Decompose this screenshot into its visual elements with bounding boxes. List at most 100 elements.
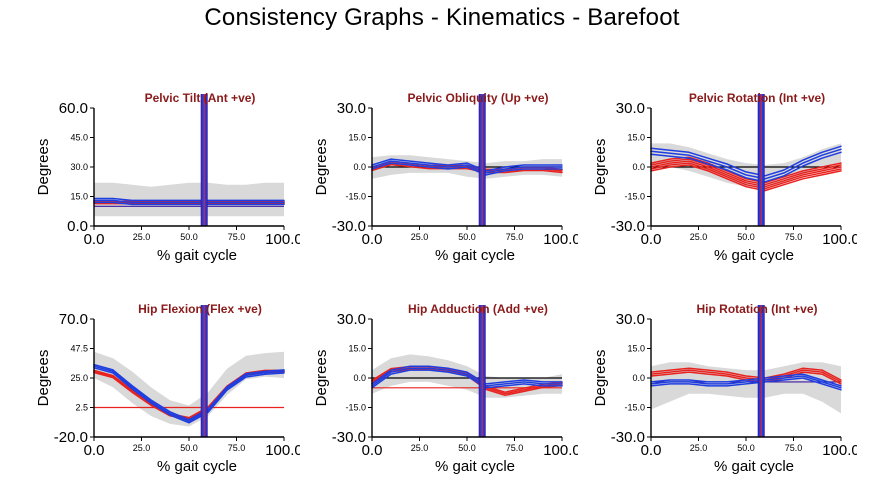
y-axis-label: Degrees — [35, 139, 52, 196]
right-trial-curve — [371, 160, 563, 174]
x-tick-label: 100.0 — [822, 442, 857, 459]
y-tick-label: 30.0 — [70, 162, 88, 172]
x-tick-label: 0.0 — [641, 231, 662, 248]
x-tick-label: 0.0 — [84, 442, 105, 459]
x-tick-label: 0.0 — [362, 442, 383, 459]
right-trial-curve — [650, 373, 842, 387]
pelvic-rotation-chart: 30.015.00.0-15.0-30.00.0 25.0 50.0 75.0 100.… — [592, 91, 860, 264]
x-tick-label: 50.0 — [458, 232, 476, 242]
left-trial-curve — [650, 369, 842, 383]
y-tick-label: -15.0 — [624, 192, 645, 202]
x-axis-label: % gait cycle — [157, 247, 237, 264]
x-tick-label: 25.0 — [133, 232, 151, 242]
y-tick-label: 15.0 — [627, 133, 645, 143]
x-tick-label: 50.0 — [180, 443, 198, 453]
chart-title: Pelvic Tilt (Ant +ve) — [145, 92, 256, 105]
left-trial-curve — [371, 163, 563, 174]
y-tick-label: 30.0 — [337, 311, 366, 328]
y-tick-label: 0.0 — [632, 162, 645, 172]
right-trial-curve — [371, 162, 563, 176]
right-trial-curve — [93, 201, 285, 206]
x-tick-label: 75.0 — [785, 443, 803, 453]
x-tick-label: 75.0 — [506, 232, 524, 242]
x-tick-label: 50.0 — [737, 443, 755, 453]
chart-panel: 60.0 45.0 30.0 15.0 0.0 0.0 25.0 50.0 75.0 100.0%… — [30, 91, 303, 277]
x-tick-label: 50.0 — [458, 443, 476, 453]
normal-band — [651, 362, 841, 414]
y-tick-label: 15.0 — [627, 344, 645, 354]
hip-flexion-chart: 70.0 47.5 25.0 2.5 -20.00.0 25.0 50.0 75.0 100.0… — [35, 302, 303, 475]
y-axis-label: Degrees — [313, 139, 330, 196]
right-trial-curve — [93, 363, 285, 421]
normal-band — [94, 351, 284, 427]
x-tick-label: 0.0 — [84, 231, 105, 248]
chart-panel: 30.0 15.0 0.0 -15.0 -30.0 0.0 25.0 50.0 75.0 100.… — [308, 91, 581, 277]
right-trial-curve — [93, 197, 285, 202]
y-tick-label: 0.0 — [632, 373, 645, 383]
y-axis-label: Degrees — [35, 350, 52, 407]
x-tick-label: 25.0 — [411, 232, 429, 242]
chart-panel: 30.0 15.0 0.0 -15.0 -30.0 0.0 25.0 50.0 75.0 100.… — [587, 302, 860, 488]
y-tick-label: -30.0 — [611, 218, 645, 235]
right-trial-curve — [371, 365, 563, 385]
pelvic-obliquity-chart: 30.015.00.0-15.0-30.00.0 25.0 50.0 75.0 100.… — [313, 91, 581, 264]
chart-panel: 30.0 15.0 0.0 -15.0 -30.0 0.0 25.0 50.0 75.0 100.… — [587, 91, 860, 277]
hip-adduction-chart: 30.015.00.0-15.0-30.00.0 25.0 50.0 75.0 100.… — [313, 302, 581, 475]
x-axis-label: % gait cycle — [435, 458, 515, 475]
x-tick-label: 0.0 — [641, 442, 662, 459]
x-tick-label: 25.0 — [133, 443, 151, 453]
right-trial-curve — [371, 367, 563, 387]
right-trial-curve — [371, 369, 563, 389]
left-trial-curve — [650, 164, 842, 192]
y-tick-label: 0.0 — [67, 218, 88, 235]
y-tick-label: -15.0 — [624, 403, 645, 413]
y-tick-label: 30.0 — [616, 100, 645, 117]
left-trial-curve — [650, 367, 842, 381]
y-axis-label: Degrees — [592, 139, 609, 196]
y-tick-label: -30.0 — [611, 429, 645, 446]
y-axis-label: Degrees — [313, 350, 330, 407]
chart-panel: 70.0 47.5 25.0 2.5 -20.0 0.0 25.0 50.0 75.0 100.0… — [30, 302, 303, 488]
x-tick-label: 100.0 — [543, 442, 578, 459]
chart-title: Hip Rotation (Int +ve) — [697, 303, 818, 316]
y-tick-label: 25.0 — [70, 373, 88, 383]
y-tick-label: 0.0 — [353, 373, 366, 383]
x-tick-label: 100.0 — [543, 231, 578, 248]
x-tick-label: 50.0 — [737, 232, 755, 242]
page-title: Consistency Graphs - Kinematics - Barefo… — [204, 4, 680, 31]
y-tick-label: 45.0 — [70, 133, 88, 143]
right-trial-curve — [371, 158, 563, 172]
right-trial-curve — [650, 148, 842, 180]
right-trial-curve — [93, 365, 285, 423]
y-tick-label: 15.0 — [348, 344, 366, 354]
chart-panel: 30.0 15.0 0.0 -15.0 -30.0 0.0 25.0 50.0 75.0 100.… — [308, 302, 581, 488]
y-tick-label: 70.0 — [59, 311, 88, 328]
right-trial-curve — [650, 375, 842, 389]
chart-title: Pelvic Rotation (Int +ve) — [689, 92, 825, 105]
y-tick-label: -30.0 — [332, 218, 366, 235]
left-trial-curve — [93, 369, 285, 419]
right-trial-curve — [93, 367, 285, 424]
y-tick-label: 2.5 — [75, 403, 88, 413]
x-axis-label: % gait cycle — [435, 247, 515, 264]
x-tick-label: 25.0 — [411, 443, 429, 453]
left-trial-curve — [650, 158, 842, 186]
y-tick-label: 15.0 — [70, 192, 88, 202]
x-tick-label: 100.0 — [822, 231, 857, 248]
left-trial-curve — [650, 162, 842, 190]
y-tick-label: 15.0 — [348, 133, 366, 143]
y-tick-label: 30.0 — [337, 100, 366, 117]
x-tick-label: 75.0 — [228, 443, 246, 453]
x-tick-label: 75.0 — [506, 443, 524, 453]
x-axis-label: % gait cycle — [714, 247, 794, 264]
x-tick-label: 75.0 — [785, 232, 803, 242]
right-trial-curve — [93, 199, 285, 204]
y-tick-label: -15.0 — [345, 403, 366, 413]
y-tick-label: -15.0 — [345, 192, 366, 202]
right-trial-curve — [650, 145, 842, 177]
x-tick-label: 75.0 — [228, 232, 246, 242]
x-axis-label: % gait cycle — [714, 458, 794, 475]
y-tick-label: 0.0 — [353, 162, 366, 172]
y-axis-label: Degrees — [592, 350, 609, 407]
y-tick-label: 30.0 — [616, 311, 645, 328]
